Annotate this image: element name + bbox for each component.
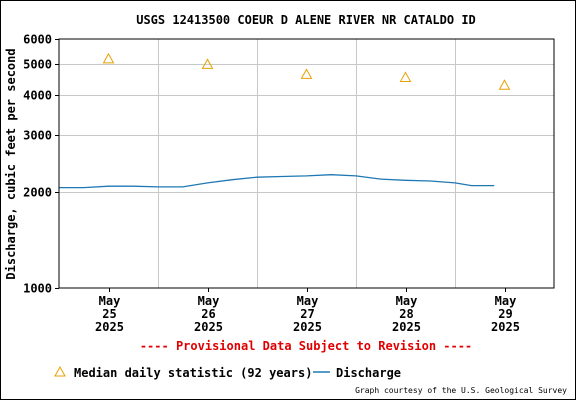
y-tick-label: 6000 [23,33,52,47]
x-tick-label: 28 [399,307,413,321]
provisional-note: ---- Provisional Data Subject to Revisio… [140,339,472,353]
median-point [102,52,115,64]
legend-label-median: Median daily statistic (92 years) [74,366,312,380]
x-tick-label: 27 [300,307,314,321]
y-axis-label: Discharge, cubic feet per second [4,48,18,279]
x-tick-label: May [99,294,121,308]
median-point [498,79,511,90]
plot-area [59,39,554,288]
chart-title: USGS 12413500 COEUR D ALENE RIVER NR CAT… [136,13,476,27]
x-tick-label: 29 [498,307,512,321]
x-tick-label: 2025 [95,320,124,334]
x-tick-label: May [297,294,319,308]
median-point [201,58,214,69]
y-tick-label: 5000 [23,58,52,72]
x-tick-label: 25 [102,307,116,321]
x-tick-label: 2025 [293,320,322,334]
legend-triangle-icon [54,365,66,377]
y-tick-label: 3000 [23,129,52,143]
x-axis-ticks: May252025May262025May272025May282025May2… [95,288,520,334]
y-tick-label: 1000 [23,282,52,296]
plot-frame [58,38,555,289]
y-tick-label: 2000 [23,186,52,200]
median-series [102,52,511,90]
y-tick-label: 4000 [23,89,52,103]
x-tick-label: May [396,294,418,308]
legend: Median daily statistic (92 years) Discha… [54,365,401,380]
x-tick-label: 2025 [491,320,520,334]
x-tick-label: 26 [201,307,215,321]
discharge-series [59,174,495,189]
legend-label-discharge: Discharge [336,366,401,380]
x-tick-label: 2025 [392,320,421,334]
x-tick-label: 2025 [194,320,223,334]
credit-text: Graph courtesy of the U.S. Geological Su… [355,386,567,395]
gridlines [59,39,554,288]
x-tick-label: May [495,294,517,308]
median-point [300,68,313,79]
x-tick-label: May [198,294,220,308]
y-axis-ticks: 1000 2000 3000 4000 5000 6000 [23,33,59,296]
discharge-line [59,174,495,189]
median-point [399,71,412,82]
